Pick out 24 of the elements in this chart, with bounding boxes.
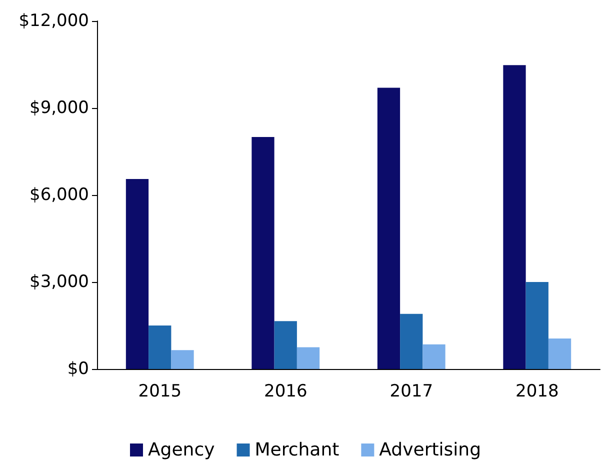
bar	[148, 326, 172, 369]
bar	[548, 338, 572, 369]
x-tick-label: 2016	[264, 382, 308, 402]
y-tick-label: $3,000	[30, 272, 89, 292]
y-tick-label: $12,000	[18, 11, 89, 31]
y-tick-label: $0	[67, 359, 89, 379]
x-tick-label: 2015	[138, 382, 182, 402]
bar	[526, 282, 548, 369]
legend-label: Agency	[148, 440, 216, 460]
x-tick-label: 2018	[515, 382, 559, 402]
bar	[252, 137, 274, 369]
bar	[126, 179, 149, 369]
y-tick-label: $9,000	[30, 98, 89, 118]
legend-label: Advertising	[379, 440, 482, 460]
legend-label: Merchant	[254, 440, 340, 460]
x-tick-label: 2017	[390, 382, 434, 402]
bar	[377, 88, 400, 369]
bar	[503, 65, 526, 369]
bar	[422, 344, 446, 369]
bar	[400, 314, 423, 369]
bar	[274, 321, 297, 369]
bar	[171, 350, 194, 369]
bar	[296, 347, 320, 369]
y-tick-label: $6,000	[30, 185, 89, 205]
